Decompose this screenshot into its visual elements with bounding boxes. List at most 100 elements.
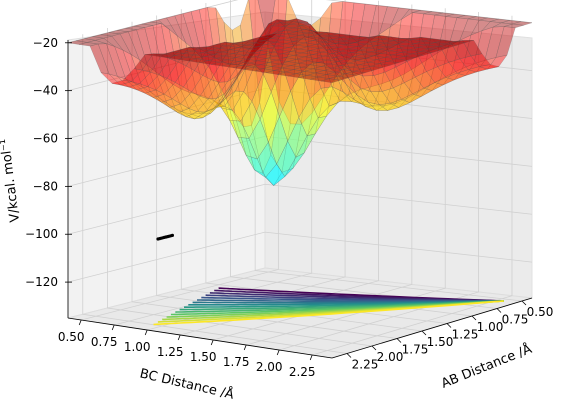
- surface-facet: [401, 8, 421, 20]
- surface-facet: [434, 12, 455, 17]
- surface-facet: [136, 27, 157, 73]
- x-tick-label: 0.75: [91, 335, 118, 349]
- surface-facet: [103, 35, 124, 51]
- surface-facet: [445, 72, 467, 81]
- surface-facet: [384, 40, 405, 45]
- surface-facet: [251, 25, 272, 53]
- surface-facet: [437, 16, 458, 54]
- surface-facet: [254, 169, 274, 186]
- surface-facet: [138, 58, 160, 99]
- surface-facet: [254, 68, 275, 74]
- surface-facet: [237, 46, 259, 66]
- x-tick-label: 1.25: [157, 345, 184, 359]
- surface-facet: [492, 22, 513, 28]
- surface-facet: [224, 90, 245, 111]
- surface-facet: [248, 34, 270, 49]
- surface-facet: [289, 22, 310, 125]
- surface-facet: [288, 31, 308, 36]
- surface-facet: [158, 58, 179, 79]
- surface-facet: [218, 83, 239, 138]
- surface-facet: [357, 57, 377, 63]
- surface-facet: [295, 18, 317, 40]
- x-tick-label: 2.00: [256, 360, 283, 374]
- surface-facet: [365, 41, 386, 46]
- grid-line-ab: [254, 0, 523, 302]
- surface-facet: [277, 43, 297, 48]
- surface-facet: [279, 20, 300, 25]
- surface-facet: [293, 25, 314, 32]
- surface-facet: [454, 40, 474, 44]
- grid-line-ab: [107, 28, 373, 347]
- surface-facet: [368, 45, 388, 50]
- surface-facet: [146, 64, 168, 104]
- surface-facet: [133, 82, 154, 98]
- surface-facet: [257, 44, 278, 49]
- surface-facet: [320, 86, 341, 107]
- surface-facet: [409, 85, 430, 103]
- surface-facet: [462, 30, 483, 69]
- surface-facet: [420, 48, 441, 54]
- surface-facet: [337, 58, 358, 64]
- surface-facet: [398, 92, 419, 108]
- x-tick-mark: [78, 319, 82, 326]
- surface-facet: [337, 44, 358, 50]
- surface-facet: [321, 63, 341, 69]
- surface-facet: [426, 14, 447, 61]
- surface-facet: [401, 36, 422, 40]
- surface-facet: [166, 55, 187, 60]
- surface-facet: [246, 41, 267, 62]
- surface-facet: [387, 44, 408, 49]
- surface-facet: [387, 98, 408, 111]
- surface-facet: [298, 75, 319, 80]
- surface-facet: [271, 63, 291, 69]
- surface-facet: [326, 31, 347, 45]
- surface-facet: [389, 36, 411, 45]
- grid-line-z: [67, 0, 533, 44]
- surface-facet: [244, 52, 264, 58]
- surface-facet: [348, 34, 369, 43]
- surface-facet: [260, 48, 281, 53]
- surface-facet: [370, 91, 391, 105]
- surface-facet: [172, 49, 192, 54]
- surface-facet: [166, 102, 187, 118]
- surface-facet: [249, 60, 269, 65]
- surface-facet: [229, 53, 250, 90]
- grid-line-bc: [81, 0, 279, 321]
- y-tick-mark: [371, 345, 377, 351]
- surface-facet: [345, 83, 366, 107]
- surface-facet: [324, 39, 344, 44]
- surface-facet: [428, 46, 450, 68]
- surface-facet: [92, 34, 112, 39]
- surface-facet: [407, 43, 427, 48]
- surface-facet: [210, 47, 231, 53]
- surface-facet: [255, 54, 275, 59]
- surface-facet: [431, 38, 453, 48]
- surface-facet: [290, 21, 311, 26]
- surface-facet: [111, 33, 132, 56]
- surface-facet: [240, 36, 261, 70]
- surface-facet: [334, 71, 355, 100]
- surface-facet: [172, 86, 193, 105]
- surface-facet: [268, 45, 289, 51]
- surface-facet: [365, 105, 385, 111]
- surface-facet: [384, 66, 405, 89]
- surface-facet: [114, 46, 135, 84]
- surface-facet: [254, 37, 275, 74]
- surface-facet: [130, 69, 151, 85]
- surface-facet: [403, 76, 425, 95]
- surface-facet: [243, 64, 264, 102]
- surface-facet: [100, 32, 121, 37]
- surface-facet: [227, 43, 247, 48]
- y-tick-label: 1.75: [402, 343, 429, 357]
- surface-facet: [423, 11, 444, 16]
- surface-facet: [293, 52, 314, 58]
- surface-facet: [420, 79, 441, 97]
- surface-facet: [246, 37, 267, 67]
- surface-facet: [150, 55, 171, 76]
- surface-facet: [332, 65, 352, 70]
- surface-facet: [232, 38, 253, 48]
- surface-facet: [365, 54, 386, 76]
- surface-facet: [254, 32, 275, 53]
- surface-facet: [307, 31, 327, 35]
- surface-facet: [252, 50, 272, 55]
